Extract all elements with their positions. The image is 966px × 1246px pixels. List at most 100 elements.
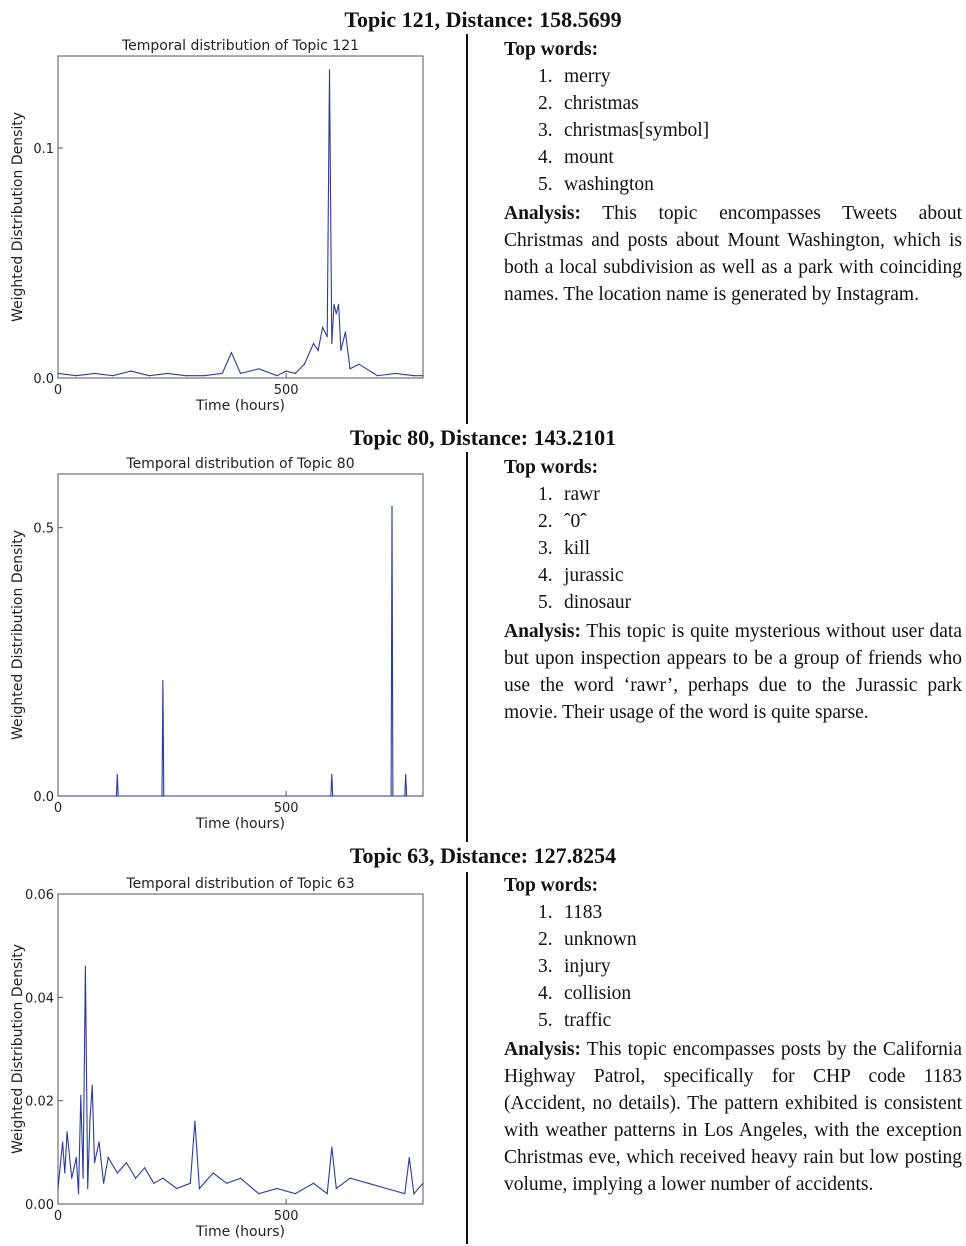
data-point (87, 1187, 89, 1190)
data-point (98, 1141, 100, 1143)
data-point (404, 1193, 406, 1195)
data-point (162, 680, 164, 682)
data-point (312, 342, 315, 345)
chart: Temporal distribution of Topic 80 Time (h… (10, 456, 424, 832)
item-number: 1. (538, 66, 553, 87)
data-point (390, 795, 392, 797)
item-number: 2. (538, 929, 553, 950)
list-item: 3. christmas[symbol] (504, 117, 962, 144)
column-divider (466, 34, 468, 424)
data-point (392, 795, 394, 797)
data-point (221, 372, 223, 374)
data-point (135, 1177, 137, 1179)
item-word: ˆ0ˆ (564, 511, 587, 532)
data-point (408, 1156, 410, 1159)
analysis-paragraph: Analysis: This topic is quite mysterious… (504, 618, 962, 726)
data-point (406, 795, 408, 797)
data-point (344, 331, 346, 333)
data-point (358, 363, 360, 365)
item-word: traffic (564, 1010, 612, 1031)
data-point (349, 1177, 351, 1179)
data-point (226, 1182, 228, 1184)
data-point (185, 375, 187, 377)
chart: Temporal distribution of Topic 121 Time (… (10, 38, 424, 414)
data-point (303, 363, 305, 365)
data-point (367, 1182, 369, 1184)
list-item: 4. collision (504, 980, 962, 1007)
data-point (332, 795, 334, 797)
data-point (198, 1187, 200, 1190)
list-item: 3. kill (504, 535, 962, 562)
data-point (338, 303, 340, 305)
data-point (103, 1182, 105, 1184)
topic-section: Topic 121, Distance: 158.5699 Temporal d… (0, 6, 966, 418)
top-words-list: 1. 1183 2. unknown 3. injury 4. collision 5.… (504, 899, 962, 1034)
data-point (189, 1182, 191, 1184)
item-word: merry (564, 66, 611, 87)
analysis-text: This topic encompasses Tweets about Chri… (504, 203, 962, 305)
list-item: 3. injury (504, 953, 962, 980)
data-point (93, 372, 96, 374)
y-tick-label: 0.5 (33, 522, 54, 537)
data-point (239, 372, 242, 374)
item-number: 2. (538, 511, 553, 532)
data-point (230, 352, 232, 354)
column-divider (466, 872, 468, 1244)
item-word: unknown (564, 929, 637, 950)
section-title: Topic 80, Distance: 143.2101 (349, 425, 617, 450)
data-point (116, 773, 118, 776)
top-words-label: Top words: (504, 39, 599, 60)
x-tick-label: 500 (274, 801, 299, 816)
data-point (422, 795, 424, 797)
data-point (57, 1187, 59, 1190)
data-point (294, 372, 296, 374)
data-point (130, 370, 132, 372)
item-word: jurassic (564, 565, 624, 586)
item-number: 5. (538, 1010, 553, 1031)
y-axis-label: Weighted Distribution Density (10, 112, 26, 322)
chart: Temporal distribution of Topic 63 Time (h… (10, 876, 424, 1240)
list-item: 1. rawr (504, 481, 962, 508)
data-point (276, 375, 278, 377)
data-point (331, 773, 333, 776)
list-item: 5. dinosaur (504, 589, 962, 616)
data-point (422, 375, 424, 377)
topic-section: Topic 63, Distance: 127.8254 Temporal di… (0, 842, 966, 1246)
item-word: dinosaur (564, 592, 632, 613)
item-word: rawr (564, 484, 600, 505)
data-point (71, 1177, 73, 1179)
data-point (75, 375, 77, 377)
plot-frame (57, 893, 424, 1205)
data-point (212, 1172, 214, 1174)
item-number: 4. (538, 147, 553, 168)
data-point (422, 1182, 424, 1184)
topic-details: Top words: 1. rawr 2. ˆ0ˆ 3. kill 4. jurassi… (504, 454, 962, 726)
data-point (413, 1193, 415, 1195)
list-item: 1. merry (504, 63, 962, 90)
section-title: Topic 63, Distance: 127.8254 (349, 843, 617, 868)
data-point (413, 375, 415, 377)
x-tick-label: 0 (54, 383, 62, 398)
y-tick-label: 0.00 (25, 1198, 54, 1213)
plot-frame (57, 473, 424, 797)
data-point (64, 1172, 66, 1174)
data-point (77, 1193, 80, 1195)
data-point (163, 795, 165, 797)
list-item: 2. ˆ0ˆ (504, 508, 962, 535)
data-point (258, 368, 260, 370)
list-item: 4. mount (504, 144, 962, 171)
item-number: 5. (538, 592, 553, 613)
data-point (115, 795, 117, 797)
data-point (285, 370, 287, 372)
item-word: christmas (564, 93, 639, 114)
data-point (391, 505, 393, 507)
data-point (335, 313, 337, 315)
data-point (340, 349, 342, 351)
data-point (395, 372, 397, 374)
y-tick-label: 0.0 (33, 372, 54, 387)
item-number: 1. (538, 902, 553, 923)
data-point (326, 1193, 328, 1195)
item-word: collision (564, 983, 632, 1004)
data-point (112, 375, 114, 377)
y-axis-label: Weighted Distribution Density (10, 944, 26, 1154)
